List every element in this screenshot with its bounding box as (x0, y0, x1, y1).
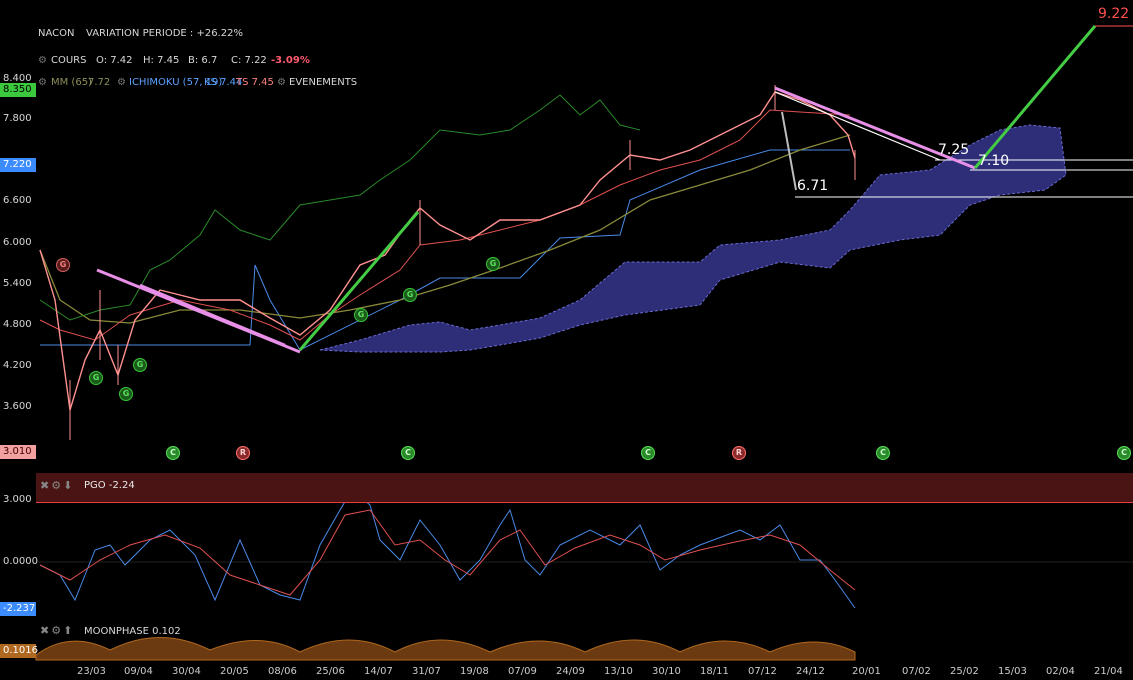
x-tick: 19/08 (460, 666, 489, 677)
x-tick: 31/07 (412, 666, 441, 677)
x-tick: 02/04 (1046, 666, 1075, 677)
events-gear-icon[interactable]: ⚙ (277, 77, 286, 88)
period-variation: VARIATION PERIODE : +26.22% (86, 28, 243, 39)
x-tick: 20/01 (852, 666, 881, 677)
target-label: 9.22 (1098, 6, 1130, 22)
event-marker[interactable]: C (401, 446, 415, 460)
moonphase-label: MOONPHASE 0.102 (84, 626, 181, 637)
ichimoku-cloud (319, 124, 1067, 353)
close-value: C: 7.22 (231, 55, 267, 66)
open-value: O: 7.42 (96, 55, 133, 66)
event-marker[interactable]: C (641, 446, 655, 460)
price-tag-low: 3.010 (0, 445, 36, 459)
pgo-label: PGO -2.24 (84, 480, 135, 491)
level-label-671: 6.71 (797, 178, 829, 194)
x-tick: 21/04 (1094, 666, 1123, 677)
x-tick: 07/02 (902, 666, 931, 677)
moon-panel-icons[interactable]: ✖⚙⬆ (40, 624, 75, 637)
event-marker[interactable]: C (166, 446, 180, 460)
high-value: H: 7.45 (143, 55, 180, 66)
projection-line (781, 111, 797, 191)
price-tick: 4.200 (3, 360, 32, 371)
uptrend-1 (298, 211, 420, 351)
x-tick: 25/06 (316, 666, 345, 677)
x-tick: 20/05 (220, 666, 249, 677)
x-tick: 30/10 (652, 666, 681, 677)
mm65-line (39, 134, 851, 324)
x-tick: 08/06 (268, 666, 297, 677)
ichimoku-gear-icon[interactable]: ⚙ (117, 77, 126, 88)
trendline-2 (139, 283, 286, 347)
candle-ticks (69, 85, 856, 440)
x-tick: 18/11 (700, 666, 729, 677)
event-marker[interactable]: R (236, 446, 250, 460)
ichimoku-ts: TS 7.45 (236, 77, 274, 88)
price-tick: 4.800 (3, 319, 32, 330)
uptrend-target (973, 25, 1097, 169)
events-label: EVENEMENTS (289, 77, 358, 88)
pgo-line-red (39, 509, 856, 596)
ticker-name: NACON (38, 28, 75, 39)
cours-gear-icon[interactable]: ⚙ (38, 55, 47, 66)
cours-label: COURS (51, 55, 87, 66)
price-tick: 6.000 (3, 237, 32, 248)
price-tag-high: 8.350 (0, 83, 36, 97)
pgo-tick: 0.0000 (3, 556, 38, 567)
price-tick: 7.800 (3, 113, 32, 124)
x-tick: 24/09 (556, 666, 585, 677)
x-tick: 23/03 (77, 666, 106, 677)
trendline-4 (774, 91, 941, 161)
pgo-tag-last: -2.237 (0, 602, 36, 616)
x-tick: 15/03 (998, 666, 1027, 677)
mm-label: MM (65) (51, 77, 92, 88)
chikou-line (39, 94, 641, 321)
price-tick: 6.600 (3, 195, 32, 206)
trendline-3 (774, 86, 976, 170)
ichimoku-label: ICHIMOKU (57, 19) (129, 77, 223, 88)
price-tick: 3.600 (3, 401, 32, 412)
x-tick: 25/02 (950, 666, 979, 677)
mm-value: 7.72 (88, 77, 111, 88)
price-tick-top: 8.400 (3, 73, 32, 84)
low-value: B: 6.7 (188, 55, 218, 66)
chart-marker-g[interactable]: G (56, 258, 70, 272)
x-tick: 24/12 (796, 666, 825, 677)
x-tick: 07/09 (508, 666, 537, 677)
price-tag-last: 7.220 (0, 158, 36, 172)
level-label-725: 7.25 (938, 142, 970, 158)
pgo-panel-header: ✖⚙⬇ PGO -2.24 (36, 473, 1133, 503)
mm-gear-icon[interactable]: ⚙ (38, 77, 47, 88)
event-marker[interactable]: R (732, 446, 746, 460)
chart-marker-g[interactable]: G (119, 387, 133, 401)
x-tick: 09/04 (124, 666, 153, 677)
event-marker[interactable]: C (1117, 446, 1131, 460)
change-value: -3.09% (271, 55, 310, 66)
ichimoku-ks: KS 7.44 (204, 77, 243, 88)
x-tick: 07/12 (748, 666, 777, 677)
chart-marker-g[interactable]: G (354, 308, 368, 322)
x-tick: 30/04 (172, 666, 201, 677)
chart-marker-g[interactable]: G (486, 257, 500, 271)
chart-marker-g[interactable]: G (403, 288, 417, 302)
tenkan-line (39, 109, 851, 341)
chart-marker-g[interactable]: G (89, 371, 103, 385)
chart-marker-g[interactable]: G (133, 358, 147, 372)
moonphase-tag-last: 0.1016 (0, 644, 38, 658)
x-tick: 13/10 (604, 666, 633, 677)
pgo-panel-icons[interactable]: ✖⚙⬇ (40, 479, 75, 492)
pgo-tick: 3.000 (3, 494, 32, 505)
event-marker[interactable]: C (876, 446, 890, 460)
pgo-line-blue (39, 489, 856, 609)
level-label-710: 7.10 (978, 153, 1010, 169)
moonphase-area (35, 637, 856, 661)
x-tick: 14/07 (364, 666, 393, 677)
price-tick: 5.400 (3, 278, 32, 289)
